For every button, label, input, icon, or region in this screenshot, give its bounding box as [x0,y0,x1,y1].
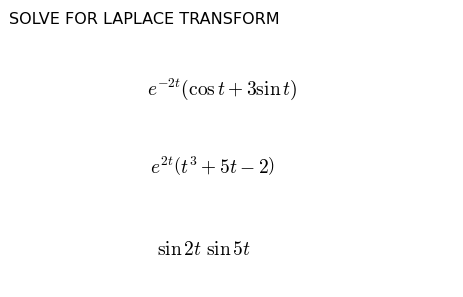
Text: $\sin 2t\ \sin 5t$: $\sin 2t\ \sin 5t$ [157,240,250,259]
Text: $e^{-2t}(\cos t + 3\sin t)$: $e^{-2t}(\cos t + 3\sin t)$ [147,76,297,102]
Text: $e^{2t}\left(t^{3} + 5t - 2\right)$: $e^{2t}\left(t^{3} + 5t - 2\right)$ [150,155,275,178]
Text: SOLVE FOR LAPLACE TRANSFORM: SOLVE FOR LAPLACE TRANSFORM [9,12,280,27]
